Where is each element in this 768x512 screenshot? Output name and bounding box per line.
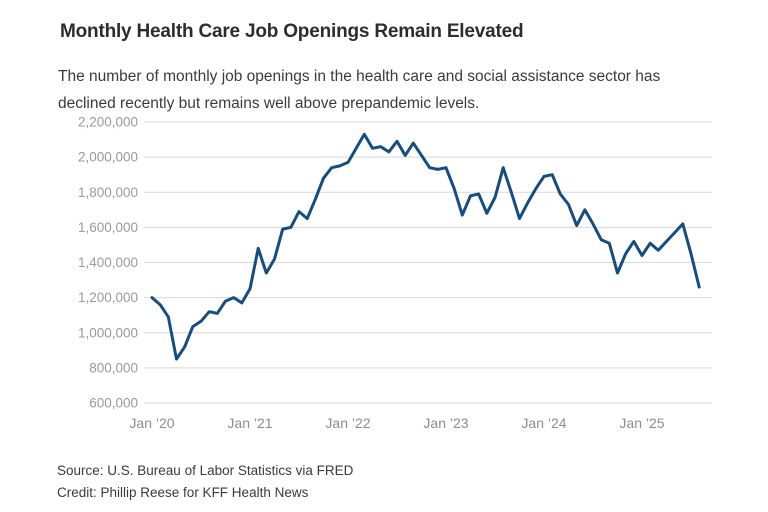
x-tick-label: Jan ’24 [521, 415, 566, 431]
y-tick-label: 2,200,000 [78, 115, 138, 130]
y-tick-label: 2,000,000 [78, 150, 138, 165]
x-tick-label: Jan ’23 [423, 415, 468, 431]
y-tick-label: 1,800,000 [78, 185, 138, 200]
y-tick-label: 600,000 [89, 396, 138, 411]
x-tick-label: Jan ’25 [619, 415, 664, 431]
chart-subtitle: The number of monthly job openings in th… [58, 67, 661, 112]
data-line [150, 132, 701, 361]
x-tick-label: Jan ’21 [227, 415, 272, 431]
credit-note: Credit: Phillip Reese for KFF Health New… [57, 485, 309, 500]
y-tick-label: 800,000 [89, 360, 138, 375]
y-tick-label: 1,200,000 [78, 290, 138, 305]
y-tick-label: 1,400,000 [78, 255, 138, 270]
x-tick-label: Jan ’20 [129, 415, 174, 431]
chart-title: Monthly Health Care Job Openings Remain … [60, 20, 524, 42]
x-tick-label: Jan ’22 [325, 415, 370, 431]
y-tick-label: 1,600,000 [78, 220, 138, 235]
x-axis-labels: Jan ’20 Jan ’21 Jan ’22 Jan ’23 Jan ’24 Jan ’… [129, 415, 664, 431]
line-chart: 2,200,000 2,000,000 1,800,000 1,600,000 1,40… [78, 115, 712, 431]
y-axis-labels: 2,200,000 2,000,000 1,800,000 1,600,000 1,40… [78, 115, 138, 411]
footer-notes: Source: U.S. Bureau of Labor Statistics … [57, 460, 353, 504]
gridlines [144, 121, 712, 404]
source-note: Source: U.S. Bureau of Labor Statistics … [57, 463, 354, 478]
y-tick-label: 1,000,000 [78, 325, 138, 340]
